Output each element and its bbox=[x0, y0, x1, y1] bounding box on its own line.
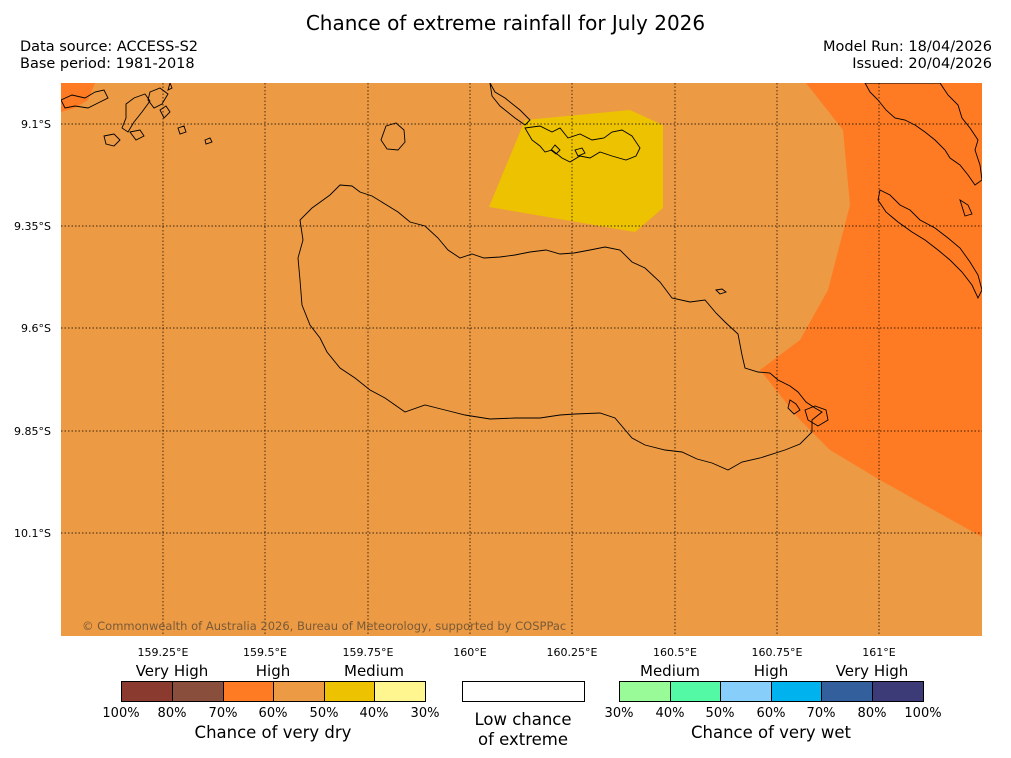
data-source-label: Data source: ACCESS-S2 bbox=[20, 39, 199, 55]
model-run-label: Model Run: 18/04/2026 bbox=[822, 39, 992, 55]
lon-tick-label: 159.75°E bbox=[343, 646, 394, 659]
high-dry-region-east bbox=[760, 83, 982, 537]
lon-tick-label: 159.5°E bbox=[243, 646, 287, 659]
copyright-notice: © Commonwealth of Australia 2026, Bureau… bbox=[82, 619, 566, 633]
guadalcanal-coastline bbox=[297, 184, 823, 471]
lat-tick-label: 9.35°S bbox=[14, 220, 51, 233]
lat-tick-label: 9.1°S bbox=[21, 118, 51, 131]
graticule bbox=[61, 83, 982, 636]
lon-tick-label: 159.25°E bbox=[138, 646, 189, 659]
longitude-labels: 159.25°E 159.5°E 159.75°E 160°E 160.25°E… bbox=[138, 646, 896, 659]
map-layers bbox=[61, 83, 982, 636]
map-title: Chance of extreme rainfall for July 2026 bbox=[305, 11, 706, 35]
latitude-labels: 9.1°S 9.35°S 9.6°S 9.85°S 10.1°S bbox=[14, 118, 51, 540]
lon-tick-label: 160.75°E bbox=[752, 646, 803, 659]
lat-tick-label: 9.6°S bbox=[21, 322, 51, 335]
header-right: Model Run: 18/04/2026 Issued: 20/04/2026 bbox=[823, 39, 992, 73]
coastlines bbox=[61, 83, 982, 471]
malaita-coastline bbox=[864, 83, 982, 186]
lon-tick-label: 160.5°E bbox=[653, 646, 697, 659]
lon-tick-label: 160.25°E bbox=[547, 646, 598, 659]
lon-tick-label: 160°E bbox=[453, 646, 486, 659]
issued-label: Issued: 20/04/2026 bbox=[852, 56, 992, 72]
lat-tick-label: 10.1°S bbox=[14, 527, 51, 540]
lon-tick-label: 161°E bbox=[862, 646, 895, 659]
high-dry-region-northwest bbox=[61, 83, 95, 112]
nggela-islands-coastline bbox=[524, 125, 641, 163]
base-period-label: Base period: 1981-2018 bbox=[20, 56, 195, 72]
header-left: Data source: ACCESS-S2 Base period: 1981… bbox=[20, 39, 198, 73]
lat-tick-label: 9.85°S bbox=[14, 425, 51, 438]
